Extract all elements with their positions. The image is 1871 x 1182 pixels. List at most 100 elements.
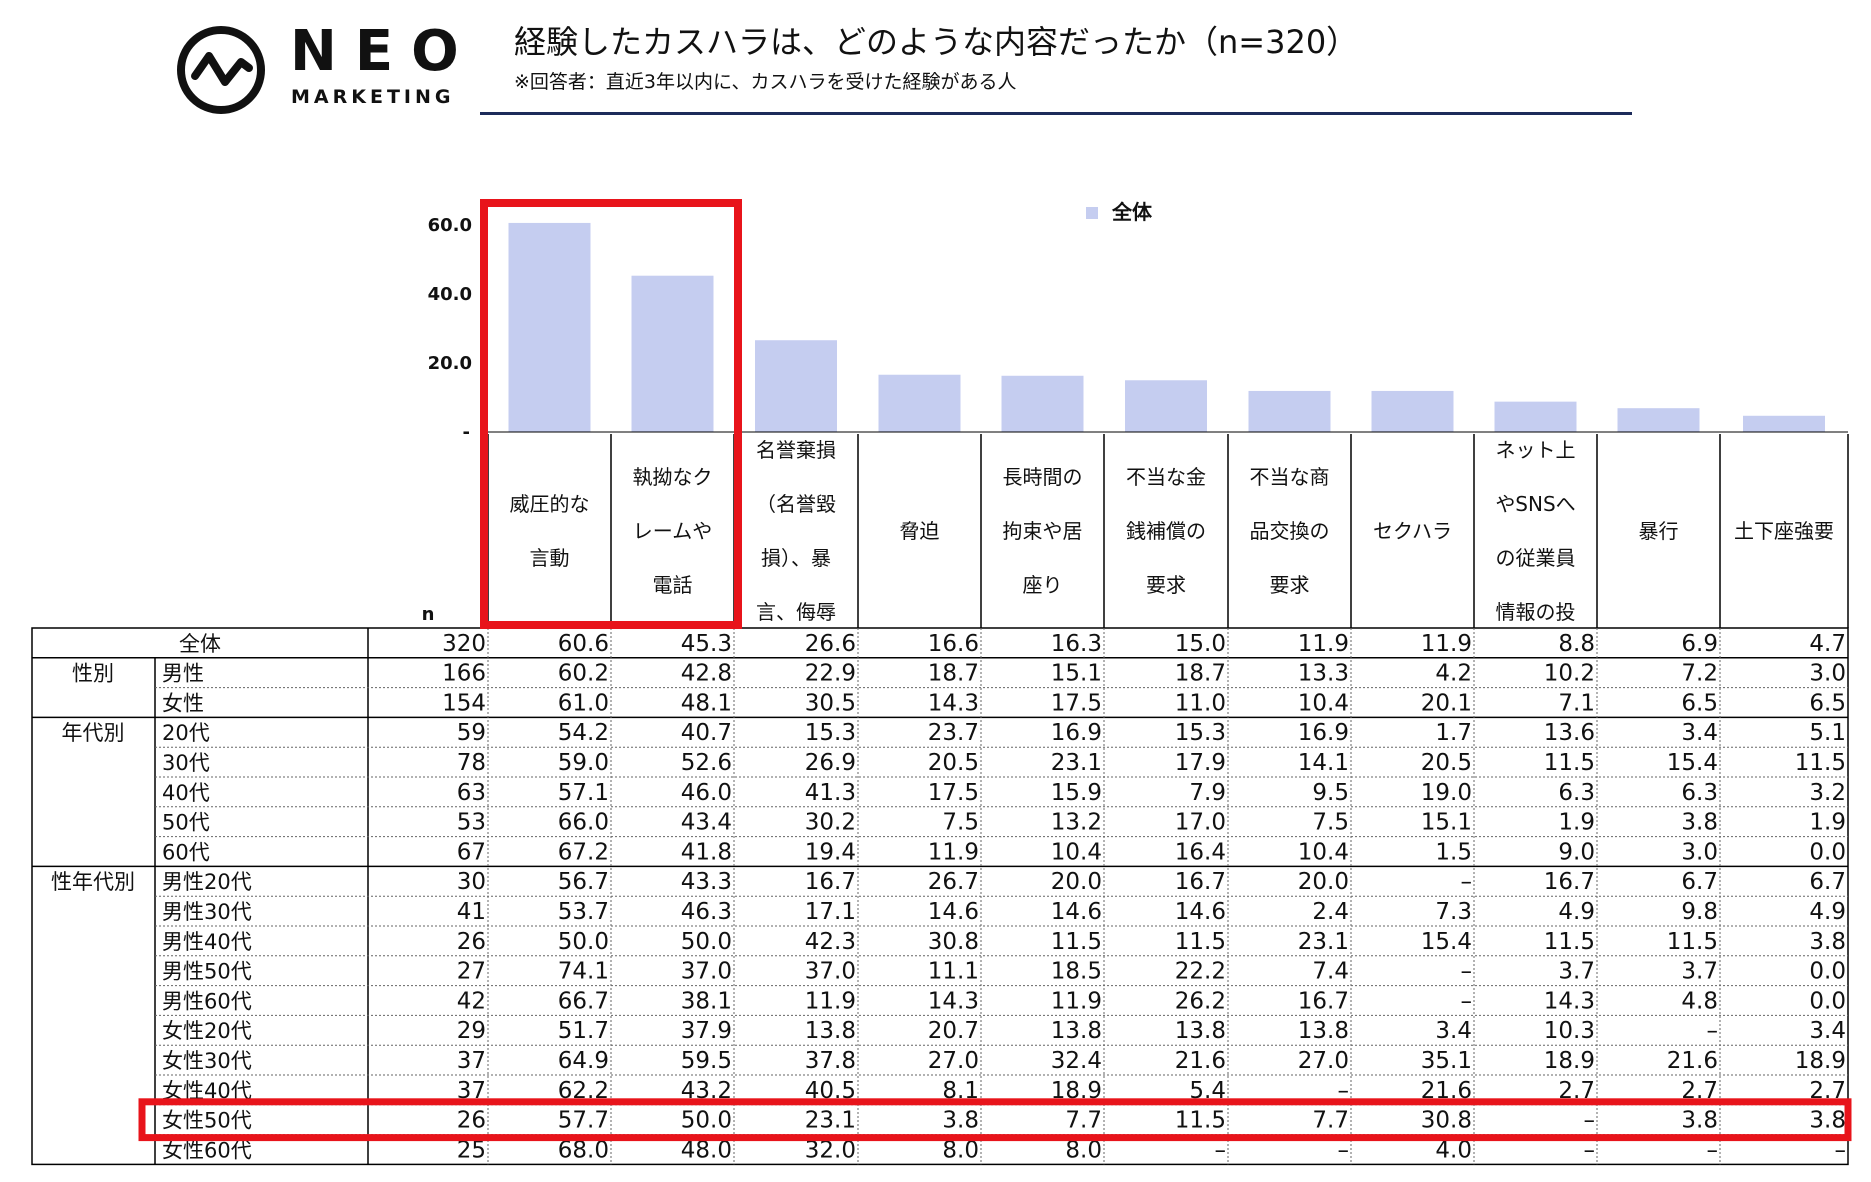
table-row-label: 女性60代 <box>162 1138 252 1162</box>
table-row-label: 男性60代 <box>162 989 252 1013</box>
table-cell-value: 7.5 <box>942 810 979 836</box>
table-cell-value: 50.0 <box>558 929 609 955</box>
table-cell-value: 3.8 <box>1681 810 1718 836</box>
table-cell-n: 53 <box>457 810 486 836</box>
category-label-text: 威圧的な 言動 <box>509 491 590 570</box>
logo-name: NEO <box>290 19 477 84</box>
table-cell-value: 18.5 <box>1051 959 1102 985</box>
table-cell-value: 64.9 <box>558 1048 609 1074</box>
category-label-text: インターネット上やSNSへの従業員情報の投稿 <box>1495 437 1576 624</box>
table-cell-value: 11.9 <box>1421 631 1472 657</box>
table-cell-value: 9.0 <box>1558 839 1595 865</box>
table-cell-value: 3.0 <box>1809 661 1846 687</box>
table-cell-value: 16.9 <box>1298 720 1349 746</box>
bar <box>508 222 591 432</box>
table-cell-value: 57.7 <box>558 1108 609 1134</box>
table-cell-value: 17.9 <box>1175 750 1226 776</box>
table-cell-value: – <box>1707 1018 1719 1044</box>
table-cell-n: 63 <box>457 780 486 806</box>
table-cell-value: 13.8 <box>1298 1018 1349 1044</box>
table-row-label: 女性 <box>162 691 204 715</box>
table-cell-value: 8.0 <box>942 1137 979 1163</box>
table-cell-value: 3.8 <box>1809 1108 1846 1134</box>
table-cell-value: 11.9 <box>805 988 856 1014</box>
table-cell-value: 4.2 <box>1435 661 1472 687</box>
table-cell-n: 41 <box>457 899 486 925</box>
table-cell-value: 13.8 <box>805 1018 856 1044</box>
y-tick-label: 40.0 <box>428 284 472 305</box>
category-label: インターネット上やSNSへの従業員情報の投稿 <box>1495 437 1576 624</box>
table-cell-value: 20.5 <box>928 750 979 776</box>
category-label-text: 名誉棄損 （名誉毀 損）、暴 言、侮辱 <box>756 437 836 624</box>
y-tick-label: - <box>463 422 470 443</box>
table-cell-value: 37.9 <box>681 1018 732 1044</box>
table-cell-value: 13.3 <box>1298 661 1349 687</box>
logo-tagline: MARKETING <box>291 86 455 108</box>
table-cell-value: 32.0 <box>805 1137 856 1163</box>
table-cell-value: 11.5 <box>1544 929 1595 955</box>
table-cell-value: 11.5 <box>1667 929 1718 955</box>
table-cell-value: 11.5 <box>1175 1108 1226 1134</box>
table-row-label: 全体 <box>179 632 221 656</box>
table-cell-n: 26 <box>457 1108 486 1134</box>
table-cell-value: – <box>1338 1078 1350 1104</box>
bar <box>1125 380 1207 432</box>
table-cell-value: 13.8 <box>1175 1018 1226 1044</box>
table-cell-value: 53.7 <box>558 899 609 925</box>
table-cell-value: 23.7 <box>928 720 979 746</box>
table-cell-value: 3.8 <box>1681 1108 1718 1134</box>
table-cell-value: 68.0 <box>558 1137 609 1163</box>
category-label: 土下座強要 <box>1734 519 1834 543</box>
table-cell-value: 1.9 <box>1809 810 1846 836</box>
header: NEO MARKETING 経験したカスハラは、どのような内容だったか（n=32… <box>0 0 1871 130</box>
bar <box>1617 408 1700 432</box>
table-cell-value: 1.7 <box>1435 720 1472 746</box>
table-row-label: 男性20代 <box>162 870 252 894</box>
category-label-text: セクハラ <box>1373 518 1452 543</box>
bar <box>1001 375 1084 432</box>
table-cell-value: 43.4 <box>681 810 732 836</box>
table-cell-value: 6.5 <box>1809 690 1846 716</box>
category-label-text: 不当な金 銭補償の 要求 <box>1126 464 1206 597</box>
table-cell-value: 17.5 <box>1051 690 1102 716</box>
table-cell-value: 7.7 <box>1065 1108 1102 1134</box>
table-cell-value: 16.9 <box>1051 720 1102 746</box>
table-cell-value: 2.4 <box>1312 899 1349 925</box>
table-cell-value: 14.3 <box>928 988 979 1014</box>
table-cell-value: 3.7 <box>1681 959 1718 985</box>
table-cell-value: 74.1 <box>558 959 609 985</box>
table-cell-value: 37.0 <box>681 959 732 985</box>
table-cell-value: 23.1 <box>1051 750 1102 776</box>
table-cell-value: 11.9 <box>1298 631 1349 657</box>
table-cell-value: – <box>1338 1137 1350 1163</box>
table-cell-n: 26 <box>457 929 486 955</box>
table-cell-n: 320 <box>442 631 486 657</box>
table-cell-value: 60.2 <box>558 661 609 687</box>
table-cell-n: 67 <box>457 839 486 865</box>
y-tick-label: 60.0 <box>428 215 472 236</box>
table-cell-value: 3.4 <box>1435 1018 1472 1044</box>
table-cell-value: 15.3 <box>805 720 856 746</box>
table-cell-value: 7.1 <box>1558 690 1595 716</box>
category-label: 脅迫 <box>900 519 940 543</box>
table-cell-value: 7.5 <box>1312 810 1349 836</box>
table-cell-n: 59 <box>457 720 486 746</box>
table-cell-value: 16.7 <box>805 869 856 895</box>
table-row-label: 女性20代 <box>162 1019 252 1043</box>
table-cell-value: 4.7 <box>1809 631 1846 657</box>
n-column-label: n <box>422 604 435 625</box>
table-cell-value: – <box>1215 1137 1227 1163</box>
table-cell-value: 5.1 <box>1809 720 1846 746</box>
table-cell-value: 10.4 <box>1298 690 1349 716</box>
table-cell-value: – <box>1584 1108 1596 1134</box>
table-cell-value: 11.0 <box>1175 690 1226 716</box>
table-cell-value: 30.5 <box>805 690 856 716</box>
table-cell-value: 13.8 <box>1051 1018 1102 1044</box>
table-cell-value: 46.3 <box>681 899 732 925</box>
table-cell-value: 52.6 <box>681 750 732 776</box>
table-row-label: 50代 <box>162 811 210 835</box>
table-cell-value: – <box>1835 1137 1847 1163</box>
table-cell-value: 16.6 <box>928 631 979 657</box>
